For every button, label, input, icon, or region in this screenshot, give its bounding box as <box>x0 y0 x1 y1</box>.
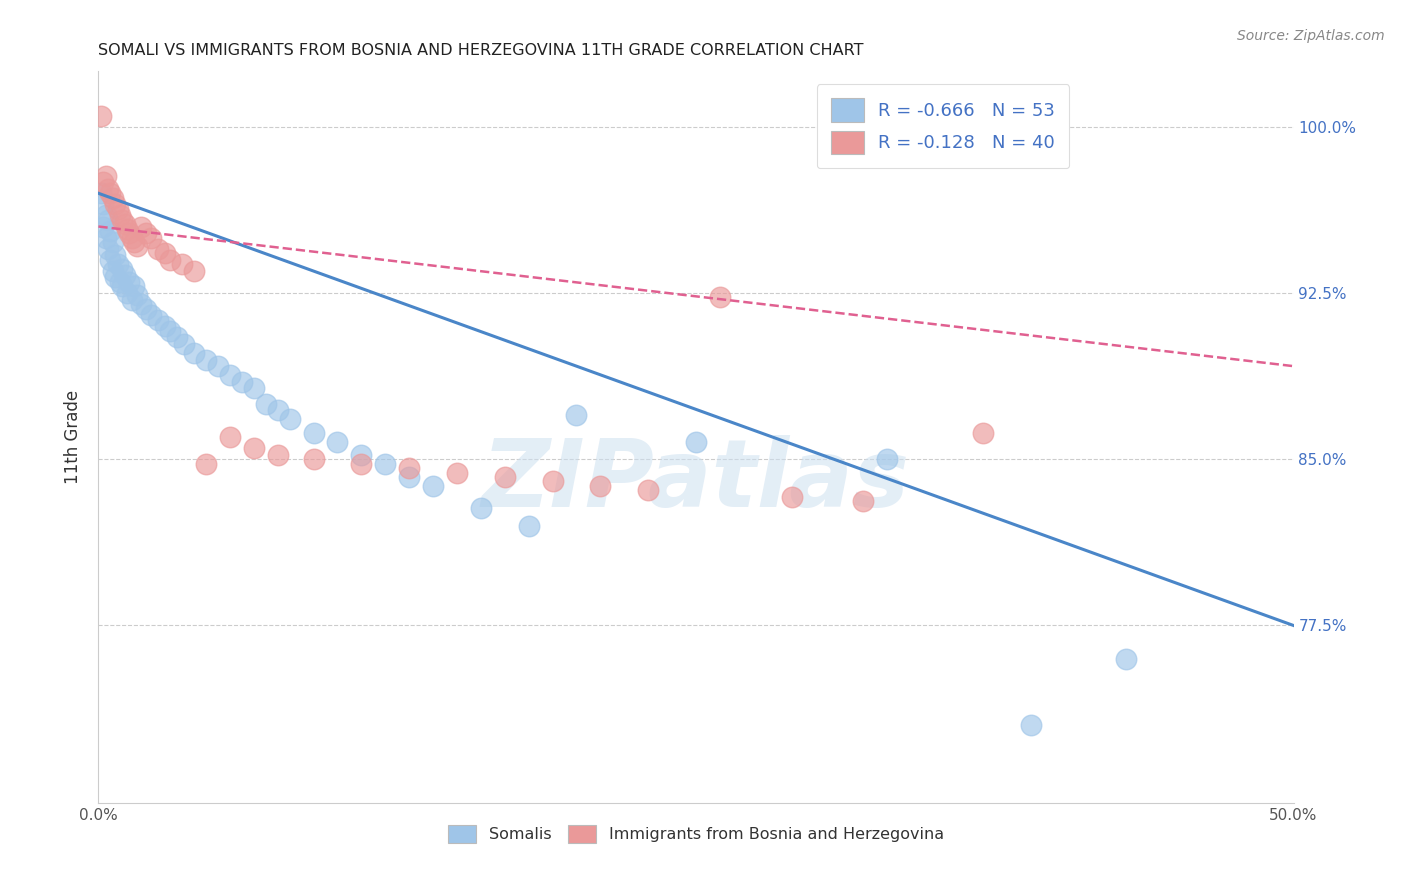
Point <box>94 230 117 244</box>
Point <box>446 466 468 480</box>
Point <box>231 375 253 389</box>
Point <box>139 230 162 244</box>
Point <box>124 235 146 249</box>
Point <box>107 257 129 271</box>
Point <box>173 337 195 351</box>
Point <box>121 293 143 307</box>
Text: ZIPatlas: ZIPatlas <box>482 435 910 527</box>
Point <box>470 501 492 516</box>
Point <box>111 212 134 227</box>
Point <box>111 279 134 293</box>
Text: SOMALI VS IMMIGRANTS FROM BOSNIA AND HERZEGOVINA 11TH GRADE CORRELATION CHART: SOMALI VS IMMIGRANTS FROM BOSNIA AND HER… <box>98 43 863 58</box>
Point <box>98 252 122 267</box>
Point <box>972 425 994 440</box>
Point <box>172 257 194 271</box>
Point <box>166 330 188 344</box>
Point <box>104 248 127 262</box>
Point <box>326 434 349 449</box>
Point <box>135 226 157 240</box>
Point <box>278 412 301 426</box>
Point <box>1019 718 1042 732</box>
Point <box>422 479 444 493</box>
Point <box>876 452 898 467</box>
Point <box>155 246 177 260</box>
Point <box>118 275 141 289</box>
Point <box>254 397 277 411</box>
Point <box>589 479 612 493</box>
Point <box>159 324 181 338</box>
Point <box>195 352 218 367</box>
Point <box>135 301 157 316</box>
Point <box>114 268 136 283</box>
Point <box>1115 651 1137 665</box>
Point <box>101 191 124 205</box>
Point <box>118 226 141 240</box>
Point <box>494 470 516 484</box>
Point <box>183 346 205 360</box>
Point <box>780 490 803 504</box>
Point <box>637 483 659 498</box>
Point <box>108 275 131 289</box>
Point <box>124 279 146 293</box>
Point <box>709 290 731 304</box>
Point <box>94 209 117 223</box>
Point <box>98 186 122 201</box>
Point <box>98 224 122 238</box>
Point <box>91 197 114 211</box>
Point <box>267 403 290 417</box>
Point <box>685 434 707 449</box>
Point <box>91 219 114 234</box>
Point <box>91 175 114 189</box>
Point <box>302 452 325 467</box>
Point <box>97 242 120 256</box>
Point <box>517 518 540 533</box>
Point <box>131 219 153 234</box>
Point <box>243 441 266 455</box>
Point <box>155 319 177 334</box>
Point <box>90 109 112 123</box>
Point <box>159 252 181 267</box>
Point <box>111 261 134 276</box>
Point <box>125 239 148 253</box>
Point <box>114 217 136 231</box>
Point <box>302 425 325 440</box>
Point <box>195 457 218 471</box>
Text: Source: ZipAtlas.com: Source: ZipAtlas.com <box>1237 29 1385 43</box>
Point <box>125 288 148 302</box>
Point <box>267 448 290 462</box>
Point <box>565 408 588 422</box>
Point <box>101 264 124 278</box>
Point <box>104 270 127 285</box>
Point <box>219 368 242 382</box>
Point <box>183 264 205 278</box>
Point <box>104 197 127 211</box>
Point <box>350 457 373 471</box>
Point <box>219 430 242 444</box>
Point <box>541 475 564 489</box>
Point <box>90 186 112 201</box>
Legend: Somalis, Immigrants from Bosnia and Herzegovina: Somalis, Immigrants from Bosnia and Herz… <box>441 819 950 850</box>
Point <box>121 230 143 244</box>
Y-axis label: 11th Grade: 11th Grade <box>65 390 83 484</box>
Point <box>115 221 138 235</box>
Point <box>398 470 420 484</box>
Point <box>107 202 129 216</box>
Point <box>115 285 138 300</box>
Point <box>852 494 875 508</box>
Point <box>94 169 117 183</box>
Point <box>350 448 373 462</box>
Point <box>374 457 396 471</box>
Point <box>131 297 153 311</box>
Point <box>148 312 170 326</box>
Point <box>139 308 162 322</box>
Point <box>101 235 124 249</box>
Point <box>207 359 229 373</box>
Point <box>148 242 170 256</box>
Point <box>398 461 420 475</box>
Point <box>97 212 120 227</box>
Point <box>97 182 120 196</box>
Point <box>243 381 266 395</box>
Point <box>108 209 131 223</box>
